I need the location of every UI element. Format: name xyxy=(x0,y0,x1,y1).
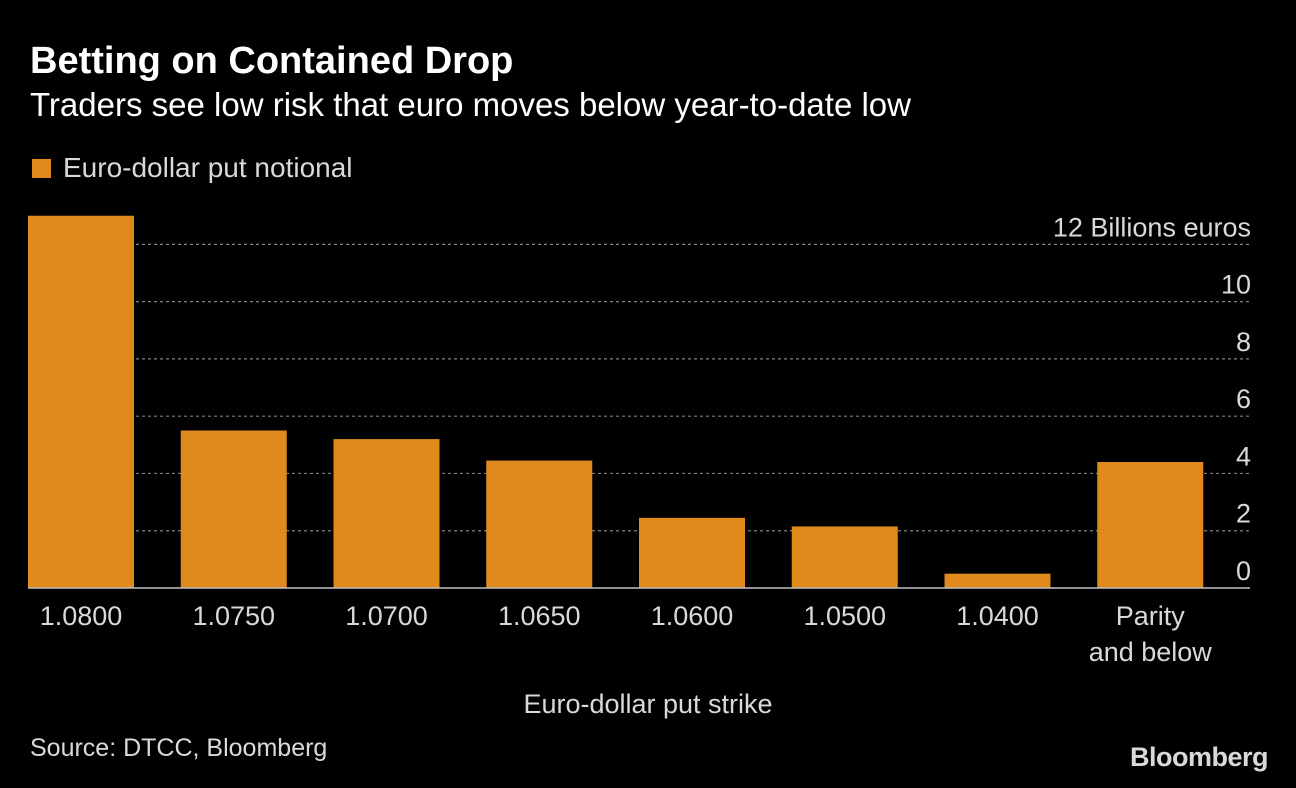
legend: Euro-dollar put notional xyxy=(32,152,353,184)
y-tick-label: 8 xyxy=(1236,327,1251,357)
y-tick-label: 12 Billions euros xyxy=(1053,212,1251,242)
bar xyxy=(486,460,593,588)
x-tick-label: 1.0500 xyxy=(803,601,886,631)
x-axis-label: Euro-dollar put strike xyxy=(523,689,772,719)
y-axis-tick-labels: 0 2 4 6 8 10 12 Billions euros xyxy=(1053,212,1251,586)
chart-title: Betting on Contained Drop xyxy=(30,40,514,82)
bar xyxy=(180,430,287,588)
chart-subtitle: Traders see low risk that euro moves bel… xyxy=(30,86,911,123)
bar xyxy=(28,215,134,588)
x-tick-label: 1.0700 xyxy=(345,601,428,631)
bar xyxy=(944,573,1051,588)
y-tick-label: 6 xyxy=(1236,384,1251,414)
bloomberg-logo: Bloomberg xyxy=(1129,742,1269,772)
bar xyxy=(791,526,898,588)
source-note: Source: DTCC, Bloomberg xyxy=(30,734,328,762)
x-tick-label: 1.0600 xyxy=(651,601,734,631)
y-tick-label: 4 xyxy=(1236,441,1251,471)
bars xyxy=(28,215,1204,588)
bar xyxy=(333,439,440,588)
x-tick-label: 1.0750 xyxy=(192,601,275,631)
y-tick-label: 0 xyxy=(1236,556,1251,586)
x-tick-label: 1.0400 xyxy=(956,601,1039,631)
x-tick-label: Parity and below xyxy=(1089,601,1213,667)
y-tick-label: 10 xyxy=(1221,270,1251,300)
bar xyxy=(1097,462,1204,588)
legend-label: Euro-dollar put notional xyxy=(63,152,353,183)
legend-swatch xyxy=(32,158,51,178)
bar xyxy=(639,517,745,588)
y-tick-label: 2 xyxy=(1236,499,1251,529)
x-tick-label: 1.0800 xyxy=(40,601,123,631)
x-tick-label: 1.0650 xyxy=(498,601,581,631)
x-axis-tick-labels: 1.0800 1.0750 1.0700 1.0650 1.0600 1.0500 1.04… xyxy=(40,601,1213,667)
